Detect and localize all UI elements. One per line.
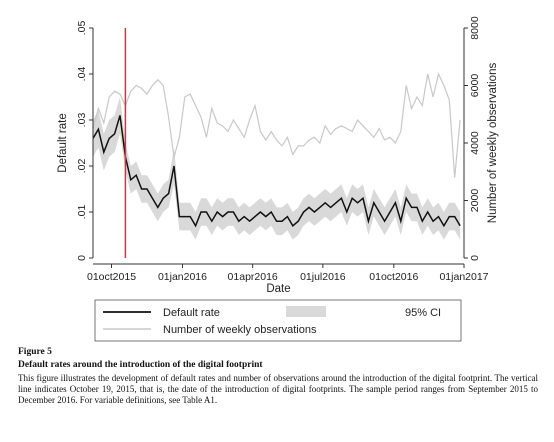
x-axis-title: Date xyxy=(266,283,290,295)
axes: 0 .01 .02 .03 .04 .05 0 2000 4000 6000 8000 01oct20… xyxy=(57,16,499,295)
y-left-tick-label: .03 xyxy=(76,113,88,128)
legend-box xyxy=(94,299,462,342)
legend-label-weekly-observations: Number of weekly observations xyxy=(163,324,317,336)
y-right-tick-label: 0 xyxy=(469,255,481,261)
series-line-weekly-observations xyxy=(92,72,461,178)
y-left-tick-label: .02 xyxy=(76,159,88,174)
y-left-tick-label: 0 xyxy=(76,255,88,261)
figure-number: Figure 5 xyxy=(18,347,52,357)
x-tick-label: 01oct2016 xyxy=(369,271,418,283)
plot-area xyxy=(92,28,461,258)
figure-caption: This figure illustrates the development … xyxy=(18,373,538,406)
figure-title: Default rates around the introduction of… xyxy=(18,360,263,370)
y-right-tick-label: 8000 xyxy=(469,16,481,40)
x-tick-label: 01jan2016 xyxy=(158,271,207,283)
y-right-tick-label: 4000 xyxy=(469,131,481,155)
y-right-tick-label: 2000 xyxy=(469,189,481,213)
legend-label-ci: 95% CI xyxy=(405,307,441,319)
legend: Default rate 95% CI Number of weekly obser… xyxy=(94,299,462,342)
legend-swatch-ci xyxy=(286,306,326,317)
x-tick-label: 01jan2017 xyxy=(439,271,488,283)
chart: 0 .01 .02 .03 .04 .05 0 2000 4000 6000 8000 01oct20… xyxy=(57,16,499,342)
y-left-tick-label: .04 xyxy=(76,67,88,82)
y-right-tick-label: 6000 xyxy=(469,74,481,98)
x-tick-label: 01oct2015 xyxy=(87,271,136,283)
y-left-tick-label: .05 xyxy=(76,21,88,36)
ci-band xyxy=(93,97,461,240)
y-left-axis-title: Default rate xyxy=(57,113,69,172)
y-left-tick-label: .01 xyxy=(76,205,88,220)
y-right-axis-title: Number of weekly observations xyxy=(487,63,499,224)
x-tick-label: 01jul2016 xyxy=(300,271,346,283)
legend-label-default-rate: Default rate xyxy=(163,307,220,319)
x-tick-label: 01apr2016 xyxy=(228,271,278,283)
series-line-default-rate xyxy=(92,115,461,228)
